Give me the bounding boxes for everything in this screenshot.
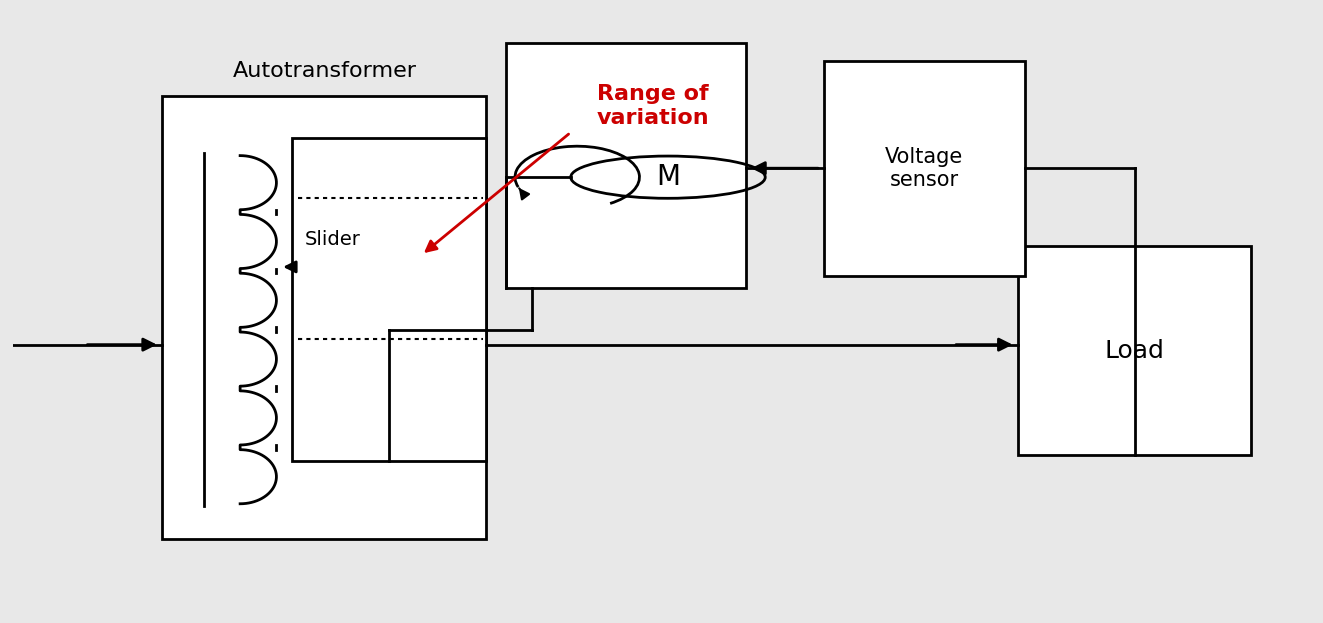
Text: Slider: Slider bbox=[304, 230, 361, 249]
Text: Voltage
sensor: Voltage sensor bbox=[885, 146, 963, 190]
Text: Load: Load bbox=[1105, 339, 1164, 363]
Text: Range of
variation: Range of variation bbox=[597, 85, 709, 128]
Bar bbox=[823, 60, 1024, 276]
Bar bbox=[1019, 246, 1252, 455]
Text: M: M bbox=[656, 163, 680, 191]
Text: Autotransformer: Autotransformer bbox=[233, 62, 417, 82]
Bar bbox=[163, 97, 487, 539]
Bar bbox=[292, 138, 487, 461]
Bar bbox=[505, 42, 746, 288]
